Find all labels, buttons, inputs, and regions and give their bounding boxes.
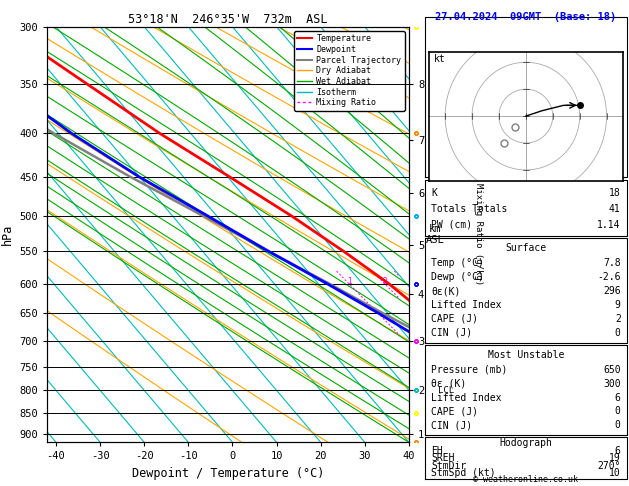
Y-axis label: hPa: hPa [1,224,14,245]
Text: 650: 650 [603,365,621,375]
Text: θε(K): θε(K) [431,286,460,296]
Text: CAPE (J): CAPE (J) [431,314,478,324]
Text: K: K [431,188,437,198]
Text: 0: 0 [615,420,621,430]
Text: LCL: LCL [438,386,454,395]
Text: Pressure (mb): Pressure (mb) [431,365,508,375]
Text: SREH: SREH [431,453,454,464]
Text: Mixing Ratio (g/kg): Mixing Ratio (g/kg) [474,183,483,286]
Text: Hodograph: Hodograph [499,438,552,448]
Text: 1.14: 1.14 [598,220,621,229]
Text: 7.8: 7.8 [603,258,621,268]
Text: PW (cm): PW (cm) [431,220,472,229]
Text: Surface: Surface [505,243,547,253]
Text: StmDir: StmDir [431,461,466,471]
Text: 6: 6 [615,393,621,402]
Text: 9: 9 [615,300,621,310]
Text: 0: 0 [615,406,621,417]
Text: -2.6: -2.6 [598,272,621,282]
Title: 53°18'N  246°35'W  732m  ASL: 53°18'N 246°35'W 732m ASL [128,13,328,26]
Text: StmSpd (kt): StmSpd (kt) [431,469,496,478]
Text: CIN (J): CIN (J) [431,420,472,430]
Text: 6: 6 [615,446,621,456]
Text: 41: 41 [609,204,621,213]
Text: 2: 2 [382,277,387,286]
Text: 300: 300 [603,379,621,389]
Legend: Temperature, Dewpoint, Parcel Trajectory, Dry Adiabat, Wet Adiabat, Isotherm, Mi: Temperature, Dewpoint, Parcel Trajectory… [294,31,404,110]
Text: Totals Totals: Totals Totals [431,204,508,213]
Text: Dewp (°C): Dewp (°C) [431,272,484,282]
Text: 2: 2 [615,314,621,324]
Text: EH: EH [431,446,443,456]
Text: 296: 296 [603,286,621,296]
Text: Most Unstable: Most Unstable [487,350,564,360]
Text: θε (K): θε (K) [431,379,466,389]
Text: 18: 18 [609,188,621,198]
Text: © weatheronline.co.uk: © weatheronline.co.uk [474,474,578,484]
Y-axis label: km
ASL: km ASL [426,224,445,245]
Text: 0: 0 [615,328,621,338]
Text: 1: 1 [347,277,352,286]
Text: CAPE (J): CAPE (J) [431,406,478,417]
Text: Temp (°C): Temp (°C) [431,258,484,268]
Text: Lifted Index: Lifted Index [431,393,501,402]
Text: CIN (J): CIN (J) [431,328,472,338]
Text: kt: kt [435,54,446,64]
Text: 19: 19 [609,453,621,464]
Text: 270°: 270° [598,461,621,471]
Text: 10: 10 [609,469,621,478]
Text: 27.04.2024  09GMT  (Base: 18): 27.04.2024 09GMT (Base: 18) [435,12,616,22]
Text: Lifted Index: Lifted Index [431,300,501,310]
X-axis label: Dewpoint / Temperature (°C): Dewpoint / Temperature (°C) [132,467,324,480]
